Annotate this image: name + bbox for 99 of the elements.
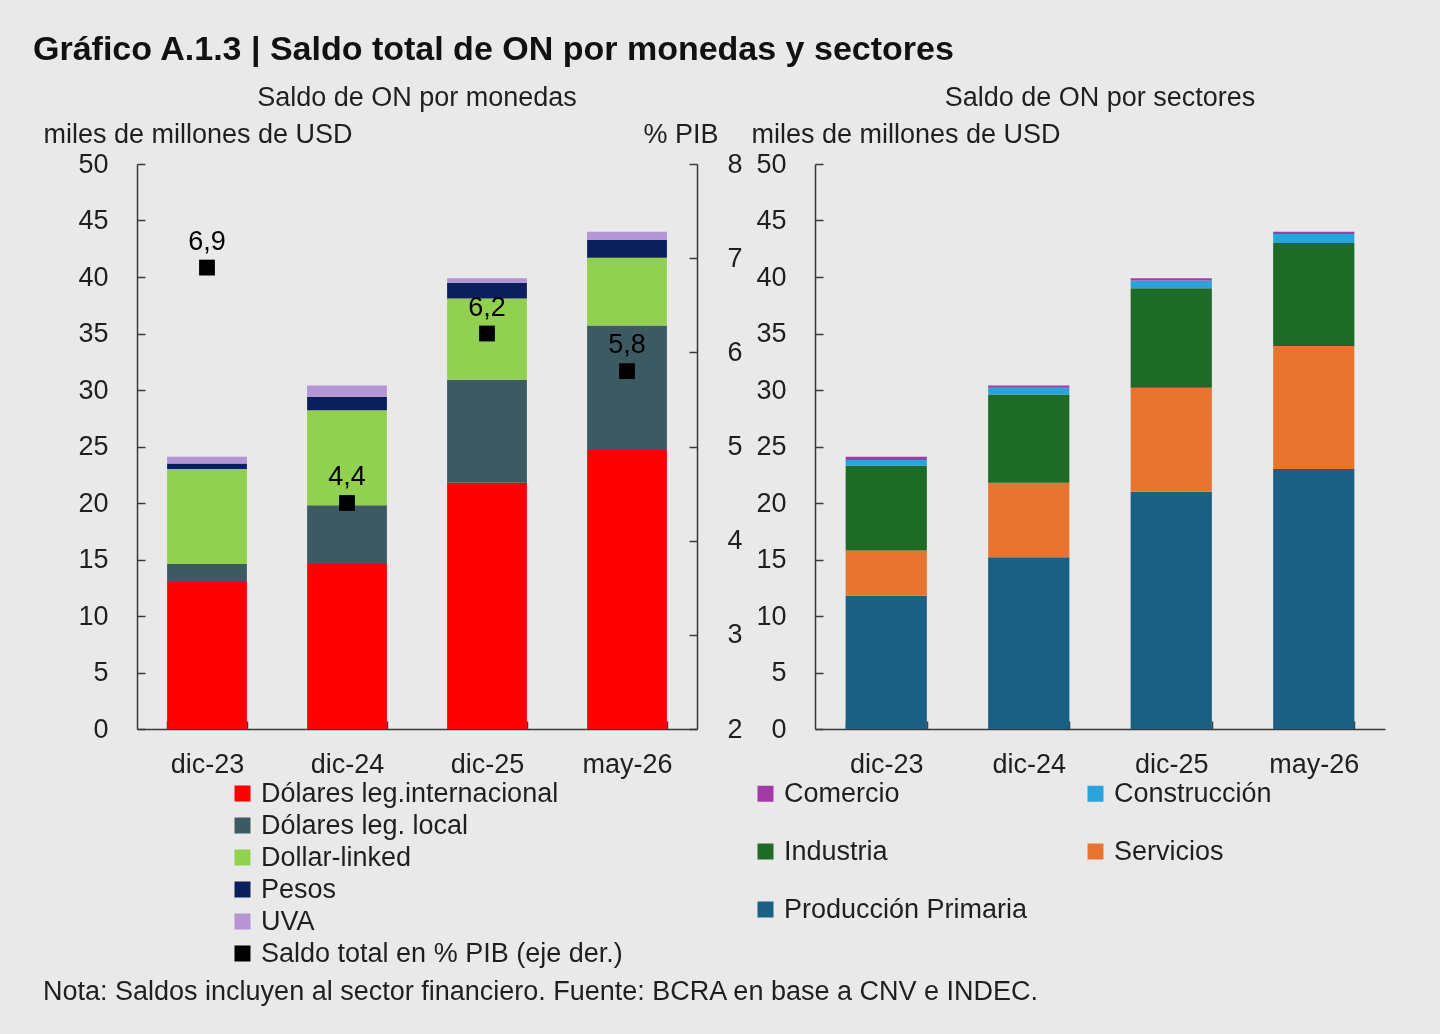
x-tick-label: dic-25 [450, 748, 525, 779]
y2-tick-label: 4 [727, 525, 743, 556]
y-tick-label: 50 [756, 148, 787, 179]
bar [167, 463, 247, 470]
x-tick-label: dic-24 [992, 748, 1067, 779]
point [479, 325, 495, 342]
bar [845, 465, 927, 551]
y-tick-label: 10 [78, 600, 109, 631]
y-tick-label: 30 [756, 374, 787, 405]
bar [447, 278, 527, 283]
y2-tick-label: 2 [727, 713, 743, 744]
y-tick-label: 45 [78, 205, 109, 235]
point [199, 259, 215, 276]
bar [587, 325, 667, 450]
bar [167, 469, 247, 565]
bar [587, 257, 667, 326]
bar [307, 564, 387, 729]
bar [845, 550, 927, 596]
x-tick-label: dic-23 [849, 748, 924, 779]
y2-tick-label: 7 [727, 242, 743, 273]
bar [1273, 345, 1355, 470]
y2-tick-label: 3 [727, 619, 743, 650]
legend-label: UVA [261, 905, 315, 936]
legend-label: Industria [784, 835, 889, 866]
x-tick-label: dic-23 [170, 748, 245, 779]
x-tick-label: may-26 [1269, 748, 1360, 779]
bar [447, 298, 527, 380]
data-label: 4,4 [328, 461, 366, 491]
bar [1130, 280, 1212, 289]
y2-tick-label: 8 [727, 148, 743, 179]
chart-title: Gráfico A.1.3 | Saldo total de ON por monedas y sectores [33, 29, 954, 67]
point [619, 363, 635, 380]
legend-label: Comercio [784, 777, 900, 808]
y-tick-label: 20 [78, 487, 109, 518]
x-tick-label: dic-24 [310, 748, 385, 779]
bar [587, 239, 667, 258]
bar [845, 595, 927, 729]
bar [988, 557, 1070, 729]
y-tick-label: 0 [771, 713, 787, 744]
y-tick-label: 5 [93, 657, 109, 687]
bar [167, 564, 247, 583]
point [339, 495, 355, 511]
y-tick-label: 5 [771, 657, 787, 687]
legend-label: Construcción [1114, 777, 1272, 808]
bar [587, 449, 667, 729]
y-tick-label: 25 [756, 431, 787, 461]
bar [447, 482, 527, 729]
y-tick-label: 10 [756, 600, 787, 631]
bar [1130, 491, 1212, 729]
bar [1273, 243, 1355, 346]
bar [988, 394, 1070, 483]
bar [447, 282, 527, 299]
data-label: 6,9 [188, 225, 226, 256]
bar [307, 505, 387, 565]
bar [988, 482, 1070, 558]
bar [167, 582, 247, 729]
bar [845, 460, 927, 466]
y-tick-label: 35 [756, 318, 787, 348]
legend-label: Servicios [1114, 835, 1224, 866]
legend-label: Producción Primaria [784, 893, 1029, 924]
y-tick-label: 15 [78, 544, 109, 574]
chart-subtitle: Saldo de ON por monedas [257, 82, 577, 112]
y2-tick-label: 5 [727, 431, 743, 461]
legend-label: Dollar-linked [261, 841, 412, 872]
y-tick-label: 35 [78, 318, 109, 348]
y-tick-label: 30 [78, 374, 109, 405]
bar [1273, 234, 1355, 244]
x-tick-label: dic-25 [1134, 748, 1209, 779]
bar [1273, 469, 1355, 729]
bar [307, 385, 387, 397]
y2-tick-label: 6 [727, 336, 743, 367]
chart-subtitle: Saldo de ON por sectores [944, 82, 1256, 112]
y-tick-label: 45 [756, 205, 787, 235]
y-axis-title: miles de millones de USD [751, 118, 1061, 149]
bar [988, 387, 1070, 395]
bar [447, 379, 527, 483]
y-tick-label: 40 [78, 261, 109, 292]
legend-label: Dólares leg. local [261, 809, 469, 840]
y-tick-label: 20 [756, 487, 787, 518]
y2-axis-title: % PIB [643, 118, 719, 149]
y-tick-label: 15 [756, 544, 787, 574]
text: Nota: Saldos incluyen al sector financiero. Fuente: BCRA en base a CNV e INDEC. [43, 975, 1038, 1007]
bar [988, 385, 1070, 388]
y-tick-label: 25 [78, 431, 109, 461]
y-axis-title: miles de millones de USD [43, 118, 353, 149]
legend-label: Dólares leg.internacional [261, 777, 559, 808]
legend-label: Pesos [261, 873, 337, 904]
bar [307, 410, 387, 506]
bar [1130, 288, 1212, 388]
bar [1130, 387, 1212, 492]
y-tick-label: 40 [756, 261, 787, 292]
y-tick-label: 50 [78, 148, 109, 179]
bar [587, 231, 667, 240]
legend-label: Saldo total en % PIB (eje der.) [261, 937, 623, 968]
y-tick-label: 0 [93, 713, 109, 744]
data-label: 5,8 [608, 329, 646, 360]
bar [307, 396, 387, 411]
x-tick-label: may-26 [582, 748, 673, 779]
data-label: 6,2 [468, 291, 506, 322]
